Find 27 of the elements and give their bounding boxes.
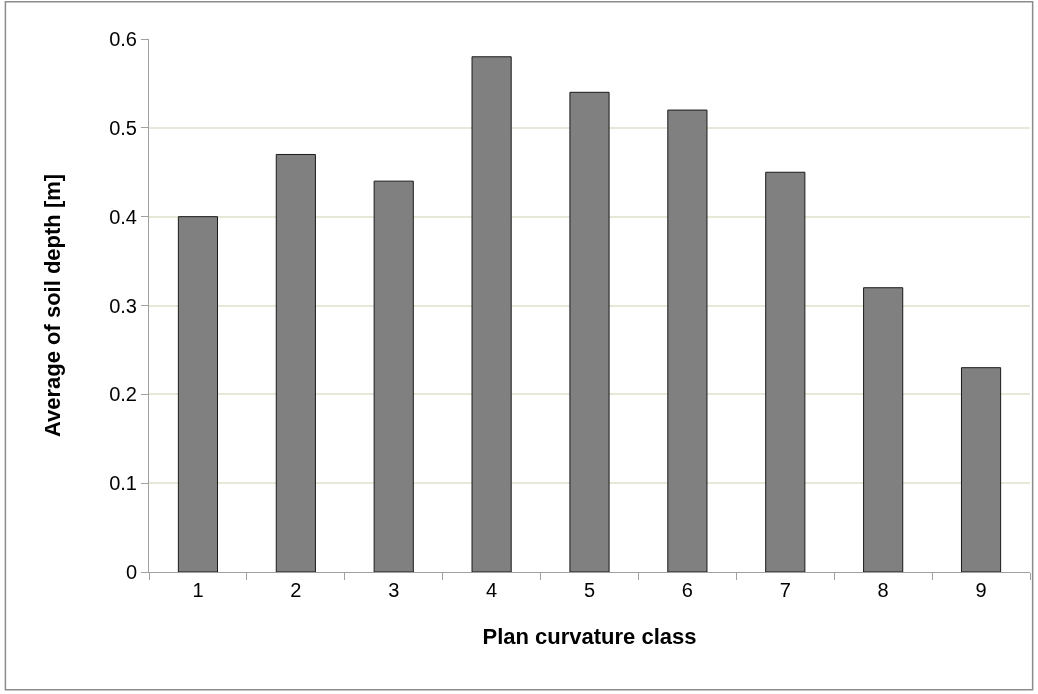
x-tick-label: 8	[877, 579, 889, 601]
x-tick-label: 9	[975, 579, 987, 601]
x-tick-label: 5	[583, 579, 596, 601]
x-tick-label: 1	[192, 579, 204, 601]
y-tick-label: 0.3	[109, 294, 137, 317]
bar	[667, 109, 708, 572]
x-axis-title: Plan curvature class	[482, 623, 697, 649]
x-tick-label: 7	[779, 579, 791, 601]
bar	[471, 56, 512, 572]
y-tick-label: 0	[125, 561, 137, 583]
x-tick-label: 2	[290, 579, 302, 601]
y-tick-label: 0.1	[109, 472, 137, 495]
bar	[373, 180, 414, 572]
y-tick-label: 0.6	[109, 28, 137, 50]
bar	[863, 287, 904, 572]
bar	[177, 216, 219, 572]
bar	[960, 367, 1002, 572]
y-tick-label: 0.4	[109, 205, 137, 228]
y-tick-label: 0.2	[109, 383, 137, 406]
x-tick-label: 4	[486, 579, 498, 601]
x-tick-label: 3	[388, 579, 400, 601]
y-tick-label: 0.5	[109, 116, 137, 139]
bar	[569, 91, 610, 572]
bar	[275, 153, 316, 572]
x-tick-label: 6	[681, 579, 693, 601]
bar	[765, 171, 806, 572]
y-axis-title: Average of soil depth [m]	[39, 173, 65, 438]
